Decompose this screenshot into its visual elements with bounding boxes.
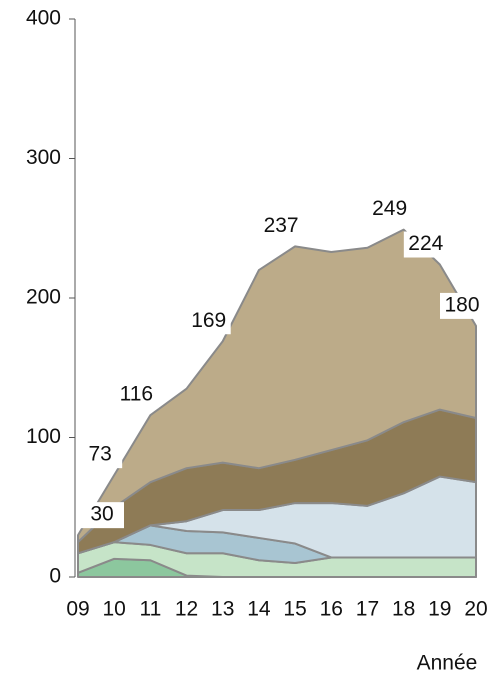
label-box xyxy=(78,442,123,469)
label-box xyxy=(114,382,159,409)
x-tick-label: 19 xyxy=(428,598,451,621)
total-label: 249 xyxy=(372,197,407,220)
y-tick-label: 400 xyxy=(26,7,61,30)
label-box xyxy=(80,502,124,529)
y-tick-label: 200 xyxy=(26,286,61,309)
label-box xyxy=(403,231,448,258)
x-axis-label: Année xyxy=(417,652,478,675)
x-tick-label: 11 xyxy=(139,598,161,621)
total-label: 73 xyxy=(89,443,112,466)
total-label: 180 xyxy=(444,293,479,316)
y-tick-label: 100 xyxy=(26,425,61,448)
x-tick-label: 15 xyxy=(283,598,306,621)
total-label: 237 xyxy=(264,214,299,237)
y-tick-label: 300 xyxy=(26,146,61,169)
x-tick-label: 16 xyxy=(320,598,343,621)
label-box xyxy=(367,196,412,223)
total-label: 224 xyxy=(408,232,443,255)
total-label: 30 xyxy=(90,503,113,526)
y-tick-label: 0 xyxy=(49,565,61,588)
total-label: 116 xyxy=(120,383,153,406)
x-tick-label: 18 xyxy=(392,598,415,621)
label-box xyxy=(259,213,304,240)
label-box xyxy=(440,292,484,319)
x-tick-label: 20 xyxy=(464,598,487,621)
total-label: 169 xyxy=(191,309,226,332)
x-tick-label: 17 xyxy=(356,598,379,621)
x-tick-label: 09 xyxy=(66,598,89,621)
x-tick-label: 12 xyxy=(175,598,198,621)
label-box xyxy=(186,308,231,335)
area xyxy=(77,228,477,544)
x-tick-label: 13 xyxy=(211,598,234,621)
x-tick-label: 10 xyxy=(103,598,126,621)
x-tick-label: 14 xyxy=(247,598,271,621)
